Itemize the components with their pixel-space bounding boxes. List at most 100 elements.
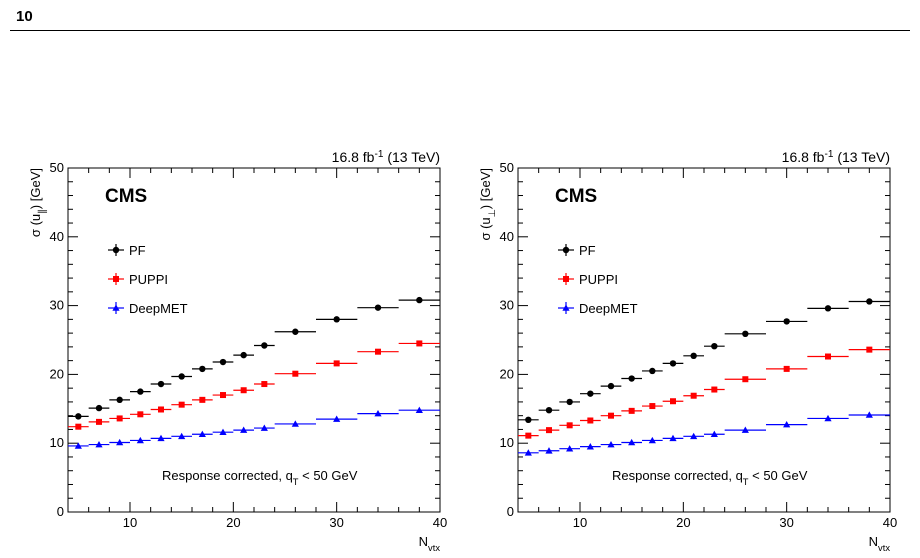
data-point [545,406,553,414]
data-point [95,404,103,412]
data-point [375,348,381,355]
data-point [866,346,873,353]
data-point [670,398,676,405]
data-point [137,411,144,418]
lumi-label-part: -1 [374,149,383,160]
data-point [524,449,532,456]
x-axis-label-part: vtx [428,543,440,553]
data-point [525,432,532,439]
y-axis-label: σ (u⊥) [GeV] [478,168,497,241]
annotation-text: Response corrected, qT < 50 GeV [162,468,358,487]
y-axis-label-part: σ (u [28,214,43,237]
data-point [783,421,791,428]
data-point [240,351,247,359]
lumi-label-part: -1 [824,149,833,160]
lumi-label: 16.8 fb-1 (13 TeV) [332,149,440,166]
series-puppi [68,340,440,430]
x-axis-label-part: vtx [878,543,890,553]
data-point [261,342,268,349]
x-axis-label-part: N [419,534,428,549]
data-point [333,415,341,422]
data-point [628,375,635,382]
y-axis-label-part: ) [GeV] [478,168,493,209]
data-point [824,414,832,422]
legend-entry-pf: PF [558,243,596,258]
plot-frame [67,167,441,513]
data-point [586,443,594,450]
legend-label: DeepMET [129,301,188,316]
data-point [648,436,656,444]
data-point [566,398,573,406]
header-rule [10,30,910,31]
data-point [783,365,790,372]
data-point [219,358,227,366]
data-point [607,440,615,448]
data-point [75,423,82,430]
y-axis-label-part: ⊥ [487,209,497,217]
data-point [741,426,749,433]
lumi-label-part: 16.8 fb [332,149,375,165]
data-point [374,410,382,417]
y-tick-label: 10 [50,435,64,450]
y-tick-label: 50 [500,160,514,175]
legend-marker [562,304,570,311]
x-axis-label-part: N [869,534,878,549]
data-point [742,376,749,383]
data-point [178,373,185,380]
data-point [710,430,718,438]
y-tick-label: 20 [500,366,514,381]
lumi-label-part: (13 TeV) [833,149,890,165]
data-point [566,422,573,429]
data-point [587,417,594,424]
data-point [416,340,423,347]
data-point [628,407,635,414]
data-point [240,426,248,433]
y-tick-label: 30 [500,298,514,313]
data-point [137,388,144,395]
x-tick-label: 10 [573,515,587,530]
legend-label: DeepMET [579,301,638,316]
legend-entry-deepmet: DeepMET [108,301,188,316]
data-point [198,430,206,438]
data-point [608,412,614,419]
legend-label: PUPPI [579,272,618,287]
data-point [240,387,247,394]
legend-label: PF [579,243,596,258]
data-point [116,396,123,404]
x-tick-label: 20 [676,515,690,530]
y-tick-label: 30 [50,298,64,313]
x-tick-label: 30 [779,515,793,530]
cms-label: CMS [105,186,147,207]
annotation-text: Response corrected, qT < 50 GeV [612,468,808,487]
data-point [219,428,227,435]
data-point [178,401,185,408]
y-axis-label: σ (u∥) [GeV] [28,168,47,237]
x-axis-label: Nvtx [869,534,891,553]
legend-marker [112,304,120,311]
data-point [116,415,123,422]
data-point [825,353,831,360]
data-point [333,360,340,367]
series-pf [68,296,440,420]
legend-label: PUPPI [129,272,168,287]
data-point [865,411,873,418]
x-tick-label: 10 [123,515,137,530]
data-point [607,382,615,390]
annotation-text-part: Response corrected, q [162,468,293,483]
series-pf [518,298,890,424]
y-axis-label-part: ∥ [37,209,47,214]
legend-entry-deepmet: DeepMET [558,301,638,316]
data-point [75,413,82,420]
y-tick-label: 40 [50,229,64,244]
annotation-text-part: T [293,477,299,487]
legend-label: PF [129,243,146,258]
annotation-text-part: < 50 GeV [749,468,808,483]
data-point [157,434,165,442]
data-point [566,445,574,452]
data-point [74,442,82,449]
data-point [546,427,552,434]
data-point [96,418,102,425]
legend-entry-puppi: PUPPI [108,272,168,287]
